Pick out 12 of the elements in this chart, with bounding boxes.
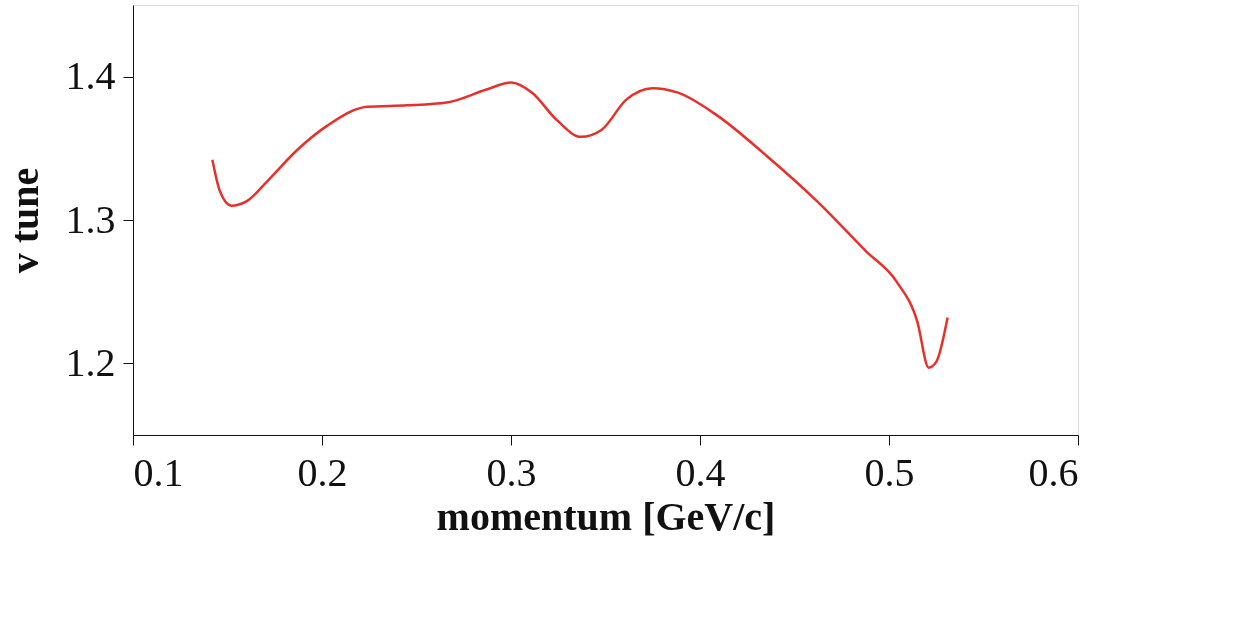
y-axis-title: v tune <box>1 167 47 274</box>
y-tick-label: 1.2 <box>65 339 116 385</box>
y-tick-label: 1.3 <box>65 196 116 242</box>
line-series <box>211 81 949 369</box>
x-axis-title: momentum [GeV/c] <box>436 493 776 539</box>
x-tick-label: 0.6 <box>1028 449 1079 495</box>
x-tick-label: 0.3 <box>486 449 537 495</box>
x-tick-label: 0.4 <box>675 449 726 495</box>
x-tick-label: 0.5 <box>864 449 915 495</box>
y-tick-label: 1.4 <box>65 53 116 99</box>
x-tick-label: 0.1 <box>133 449 184 495</box>
x-tick-label: 0.2 <box>297 449 348 495</box>
